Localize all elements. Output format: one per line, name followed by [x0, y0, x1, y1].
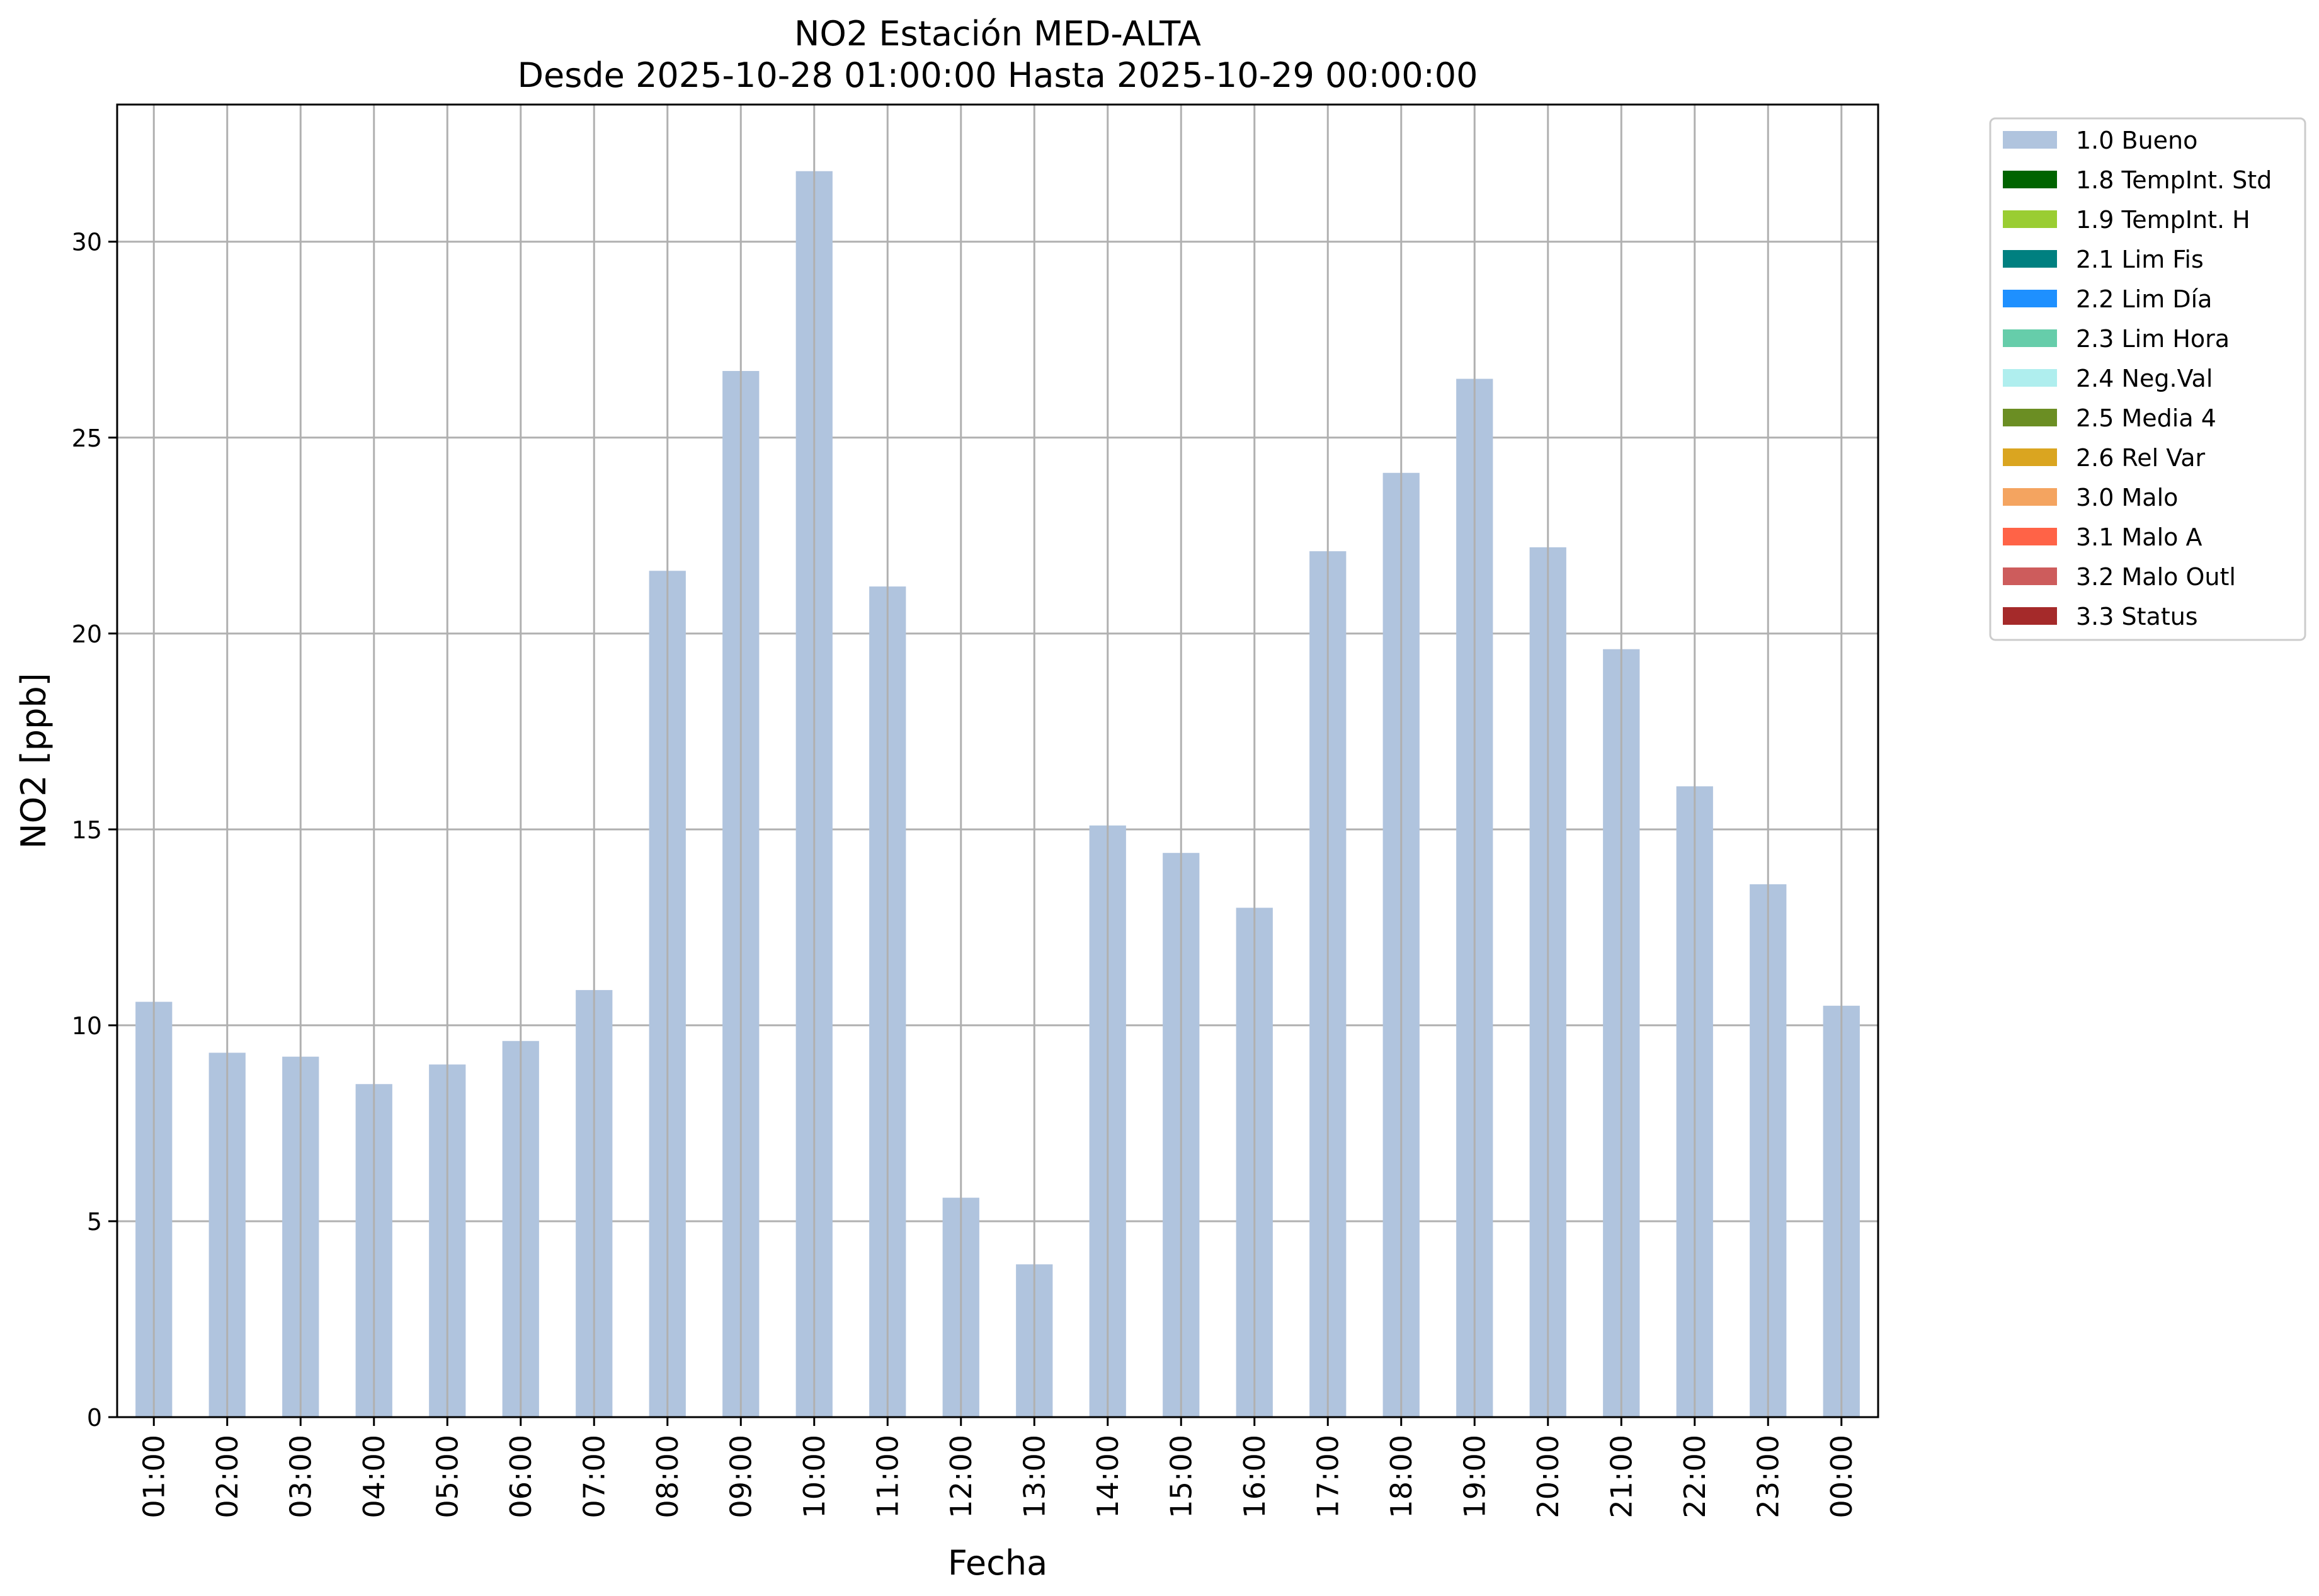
x-tick-label: 05:00 — [430, 1435, 464, 1519]
legend-swatch — [2003, 409, 2057, 426]
y-tick-label: 10 — [72, 1012, 102, 1040]
legend-label: 3.2 Malo Outl — [2076, 563, 2236, 591]
x-tick-label: 23:00 — [1751, 1435, 1785, 1519]
x-tick-label: 10:00 — [797, 1435, 831, 1519]
x-tick-label: 16:00 — [1238, 1435, 1272, 1519]
x-axis-ticks: 01:00 02:00 03:00 04:00 05:00 06:00 07:00 08:00… — [137, 1417, 1859, 1519]
legend-swatch — [2003, 131, 2057, 149]
y-tick-label: 0 — [87, 1404, 102, 1432]
y-tick-label: 15 — [72, 816, 102, 844]
y-axis-label: NO2 [ppb] — [14, 673, 54, 848]
legend-swatch — [2003, 369, 2057, 387]
x-tick-label: 15:00 — [1164, 1435, 1198, 1519]
plot-frame — [116, 103, 1879, 1418]
chart-subtitle: Desde 2025-10-28 01:00:00 Hasta 2025-10-… — [517, 55, 1478, 95]
legend-label: 3.1 Malo A — [2076, 523, 2202, 551]
x-tick-label: 21:00 — [1604, 1435, 1638, 1519]
x-tick-label: 17:00 — [1311, 1435, 1345, 1519]
y-tick-label: 30 — [72, 229, 102, 256]
y-tick-label: 5 — [87, 1208, 102, 1236]
x-axis-label: Fecha — [948, 1543, 1047, 1583]
x-tick-label: 18:00 — [1384, 1435, 1418, 1519]
x-tick-label: 22:00 — [1678, 1435, 1712, 1519]
x-tick-label: 01:00 — [137, 1435, 171, 1519]
legend-label: 1.8 TempInt. Std — [2076, 166, 2272, 194]
legend-label: 2.2 Lim Día — [2076, 285, 2212, 313]
legend-swatch — [2003, 250, 2057, 268]
legend-swatch — [2003, 607, 2057, 625]
legend-label: 1.0 Bueno — [2076, 127, 2197, 154]
x-tick-label: 04:00 — [357, 1435, 391, 1519]
x-tick-label: 03:00 — [283, 1435, 317, 1519]
legend-frame — [1989, 117, 2306, 641]
legend-swatch — [2003, 488, 2057, 506]
legend-swatch — [2003, 329, 2057, 347]
x-tick-label: 00:00 — [1825, 1435, 1859, 1519]
x-tick-label: 11:00 — [870, 1435, 904, 1519]
y-axis-ticks: 0 5 10 15 20 25 30 — [72, 229, 117, 1432]
legend-swatch — [2003, 210, 2057, 228]
x-tick-label: 07:00 — [577, 1435, 611, 1519]
legend-label: 2.4 Neg.Val — [2076, 365, 2213, 392]
legend-swatch — [2003, 567, 2057, 585]
x-tick-label: 13:00 — [1017, 1435, 1051, 1519]
y-tick-label: 25 — [72, 425, 102, 452]
y-tick-label: 20 — [72, 620, 102, 648]
chart-title: NO2 Estación MED-ALTA — [794, 14, 1201, 54]
legend-swatch — [2003, 528, 2057, 545]
x-tick-label: 12:00 — [944, 1435, 978, 1519]
legend-label: 3.3 Status — [2076, 603, 2198, 630]
x-tick-label: 06:00 — [504, 1435, 538, 1519]
x-tick-label: 19:00 — [1457, 1435, 1491, 1519]
legend-label: 2.6 Rel Var — [2076, 444, 2206, 472]
legend-swatch — [2003, 171, 2057, 188]
legend-label: 2.1 Lim Fis — [2076, 246, 2204, 273]
legend-label: 2.3 Lim Hora — [2076, 325, 2230, 353]
legend-label: 2.5 Media 4 — [2076, 404, 2216, 432]
x-tick-label: 02:00 — [210, 1435, 244, 1519]
x-tick-label: 09:00 — [724, 1435, 758, 1519]
x-tick-label: 14:00 — [1091, 1435, 1125, 1519]
grid — [117, 241, 1878, 1223]
legend: 1.0 Bueno 1.8 TempInt. Std 1.9 TempInt. H 2… — [1989, 117, 2306, 641]
legend-swatch — [2003, 448, 2057, 466]
legend-label: 1.9 TempInt. H — [2076, 206, 2250, 234]
legend-swatch — [2003, 290, 2057, 307]
legend-label: 3.0 Malo — [2076, 484, 2178, 511]
x-tick-label: 08:00 — [651, 1435, 685, 1519]
bars — [135, 105, 1860, 1418]
x-tick-label: 20:00 — [1531, 1435, 1565, 1519]
